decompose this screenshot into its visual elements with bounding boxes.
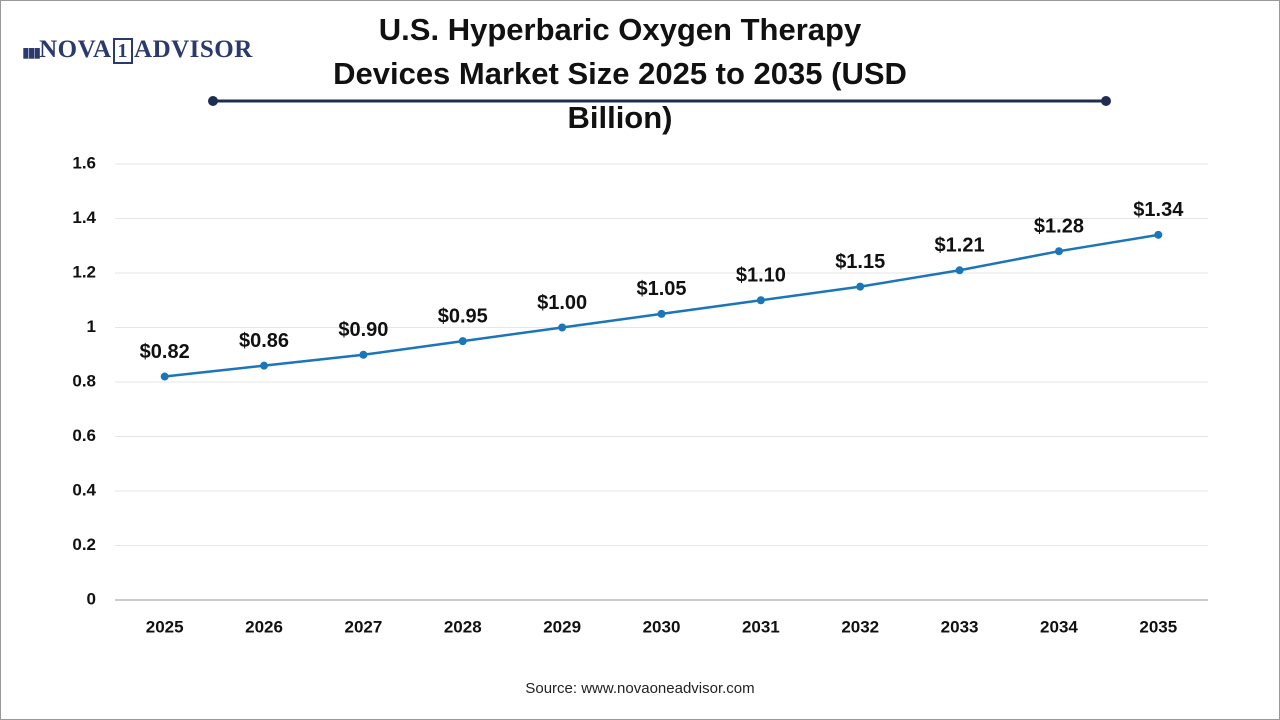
logo-right: ADVISOR	[134, 36, 253, 63]
data-label: $1.15	[835, 251, 885, 273]
x-tick-label: 2026	[245, 617, 283, 636]
x-tick-label: 2031	[742, 617, 780, 636]
data-label: $0.82	[140, 341, 190, 363]
data-label: $1.10	[736, 265, 786, 287]
title-rule-dot	[208, 96, 218, 106]
data-label: $1.00	[537, 292, 587, 314]
point	[1154, 230, 1163, 239]
source: Source: www.novaoneadvisor.com	[525, 680, 754, 697]
point	[657, 309, 666, 318]
x-tick-label: 2034	[1040, 617, 1078, 636]
point	[1054, 247, 1063, 256]
x-tick-label: 2030	[643, 617, 681, 636]
point	[558, 323, 567, 332]
point	[260, 361, 269, 370]
x-tick-label: 2025	[146, 617, 184, 636]
y-tick-label: 0	[87, 589, 96, 608]
line	[164, 233, 1159, 378]
x-tick-label: 2029	[543, 617, 581, 636]
y-tick-label: 1.4	[72, 208, 96, 227]
x-tick-label: 2027	[344, 617, 382, 636]
logo-mid: 1	[112, 38, 134, 64]
point	[955, 266, 964, 275]
point	[160, 372, 169, 381]
title-rule-dot	[1101, 96, 1111, 106]
point	[359, 350, 368, 359]
x-tick-label: 2032	[841, 617, 879, 636]
y-tick-label: 1.2	[72, 262, 96, 281]
point	[458, 337, 467, 346]
y-tick-label: 0.4	[72, 480, 96, 499]
chart-title: U.S. Hyperbaric Oxygen Therapy Devices M…	[333, 12, 907, 135]
y-tick-label: 0.6	[72, 426, 96, 445]
y-tick-label: 1	[87, 317, 96, 336]
point	[856, 282, 865, 291]
y-tick-label: 0.2	[72, 535, 96, 554]
data-label: $0.86	[239, 330, 289, 352]
data-label: $1.34	[1133, 199, 1184, 221]
data-label: $1.21	[935, 235, 985, 257]
data-label: $1.28	[1034, 215, 1084, 237]
data-label: $0.90	[338, 319, 388, 341]
logo-left: NOVA	[39, 36, 112, 63]
y-tick-label: 1.6	[72, 153, 96, 172]
data-label: $0.95	[438, 305, 488, 327]
x-tick-label: 2033	[941, 617, 979, 636]
x-tick-label: 2028	[444, 617, 482, 636]
logo-icon: ▮▮▮	[22, 46, 41, 61]
logo: ▮▮▮NOVA 1 ADVISOR	[22, 36, 253, 64]
x-tick-label: 2035	[1139, 617, 1177, 636]
data-label: $1.05	[636, 278, 686, 300]
point	[756, 296, 765, 305]
y-tick-label: 0.8	[72, 371, 96, 390]
